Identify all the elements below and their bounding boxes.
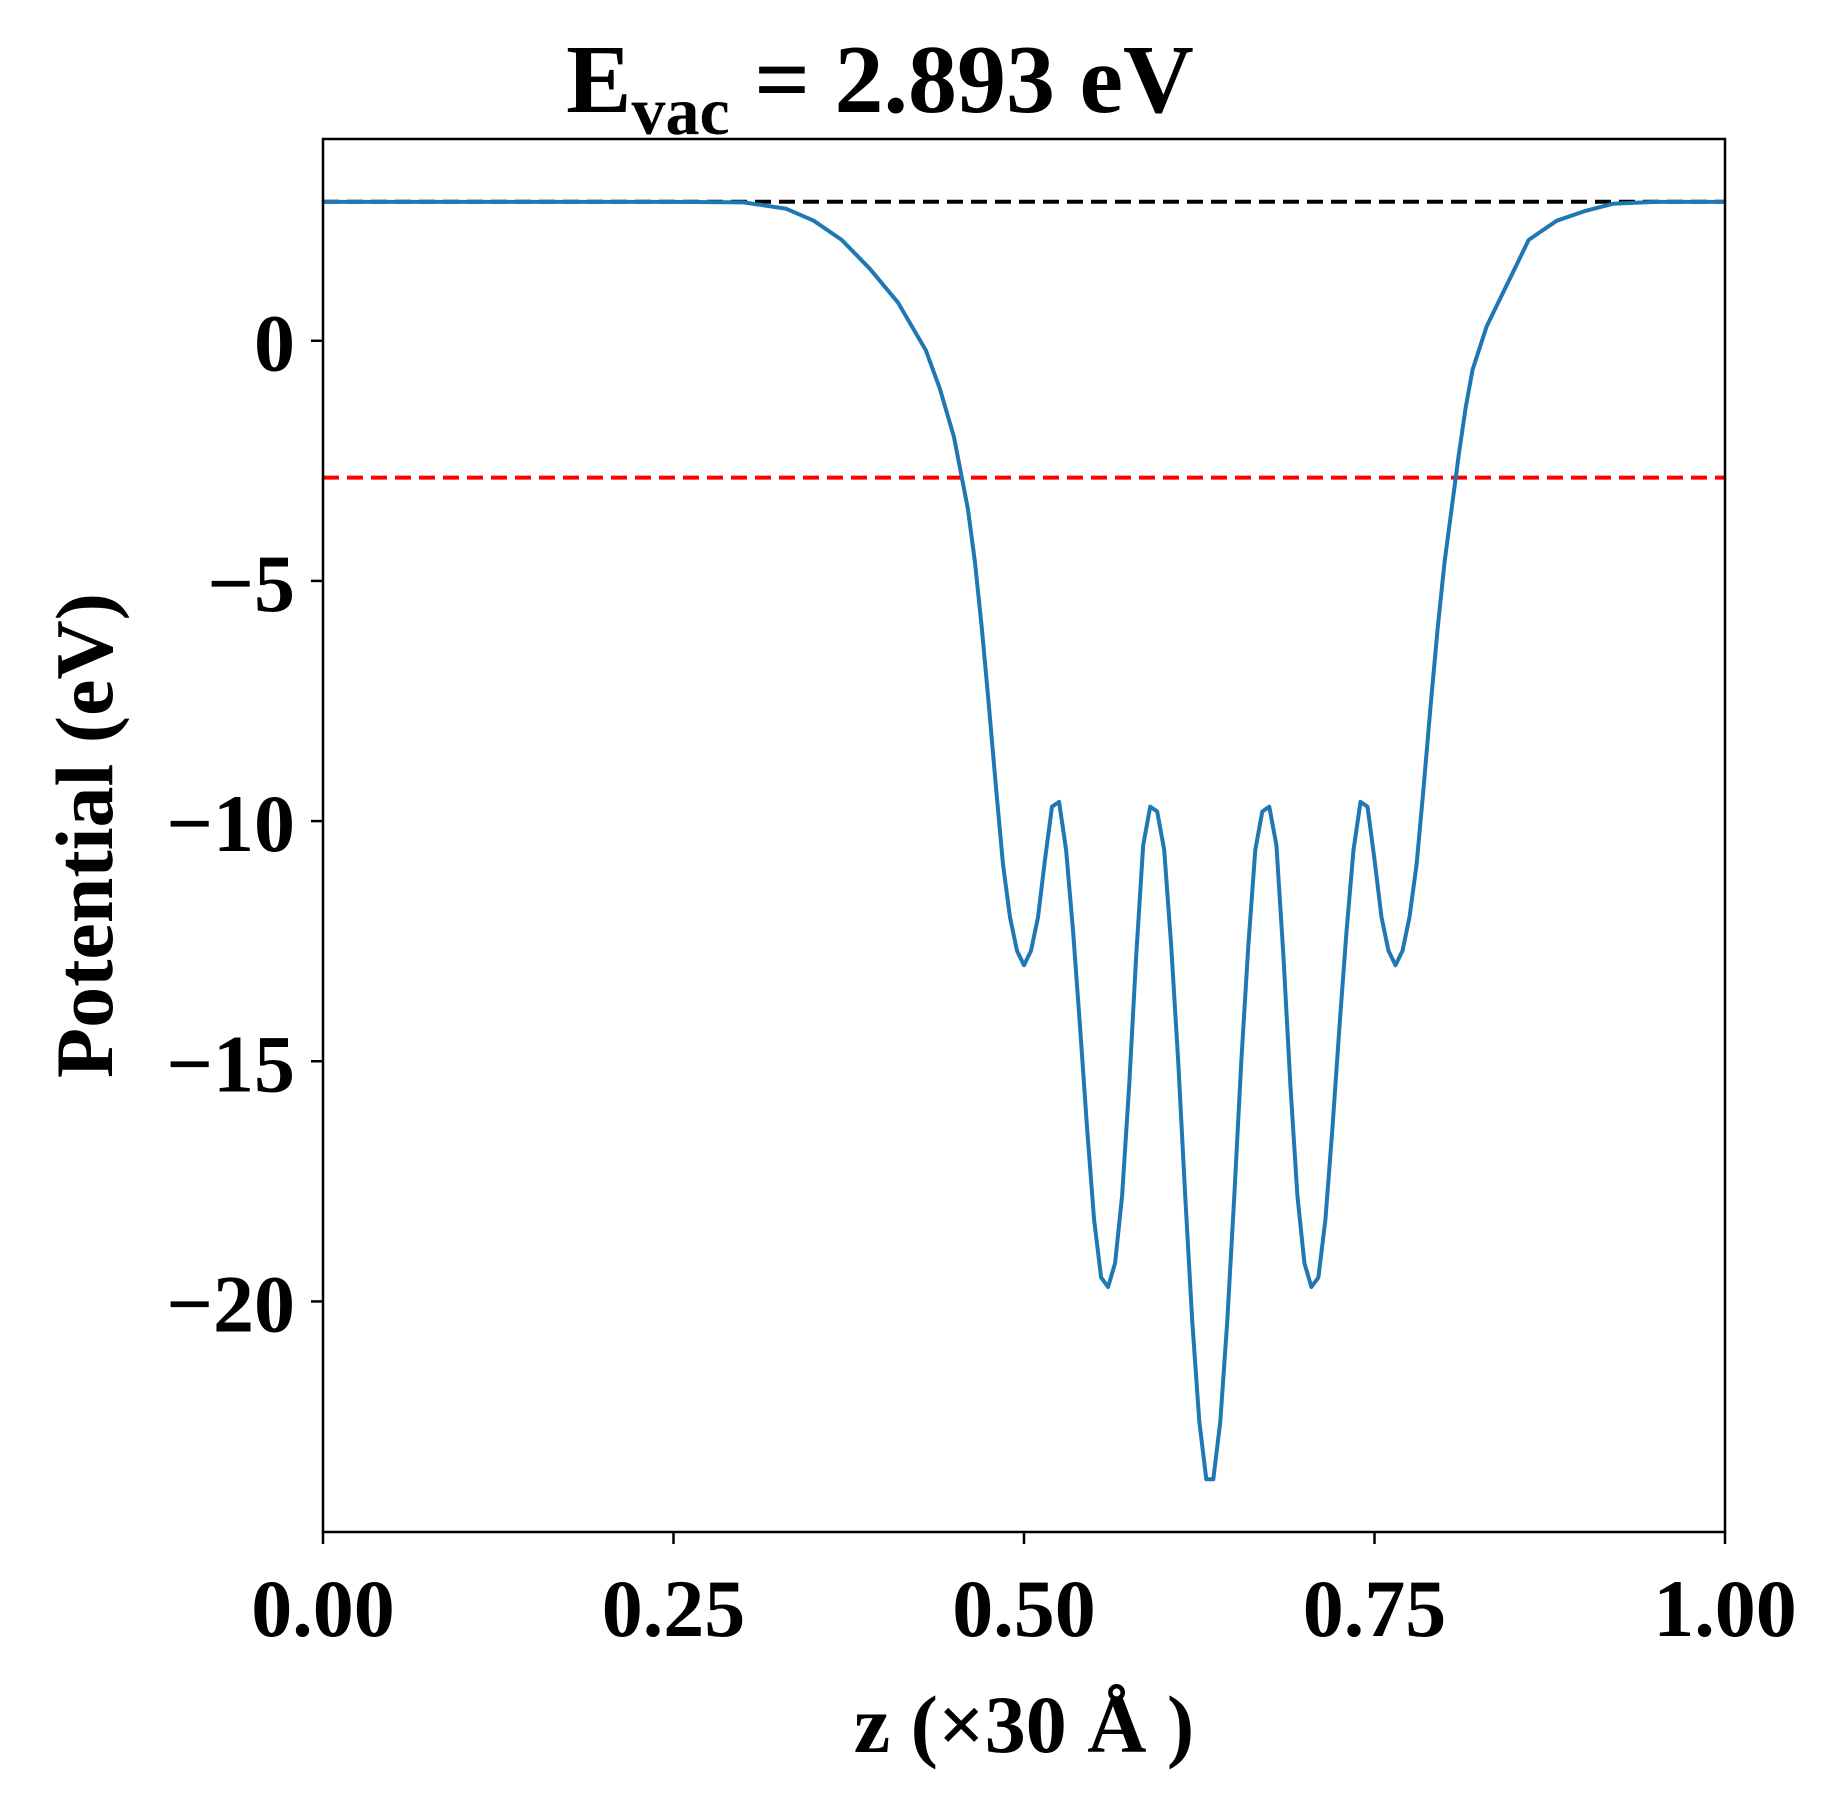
x-axis-label: z (×30 Å ) (854, 1679, 1194, 1770)
y-tick-label-3: −15 (166, 1018, 295, 1109)
title-subscript: vac (632, 73, 730, 149)
plot-frame (321, 137, 1727, 1534)
x-tick-label-1: 0.25 (602, 1563, 746, 1654)
x-tick-label-3: 0.75 (1303, 1563, 1447, 1654)
title-prefix: E (566, 26, 631, 134)
y-axis: 0 −5 −10 −15 −20 (166, 298, 323, 1349)
y-tick-label-1: −5 (207, 538, 295, 629)
series-line-0 (323, 199, 1725, 1482)
reference-lines (323, 199, 1725, 480)
x-tick-label-0: 0.00 (251, 1563, 395, 1654)
svg-text:Evac = 2.893 eV: Evac = 2.893 eV (566, 26, 1194, 149)
y-axis-label: Potential (eV) (39, 593, 130, 1078)
title-suffix: = 2.893 eV (730, 26, 1194, 134)
x-tick-label-2: 0.50 (952, 1563, 1096, 1654)
chart-title: Evac = 2.893 eV (566, 26, 1194, 149)
y-tick-label-2: −10 (166, 778, 295, 869)
series-layer (323, 199, 1725, 1482)
x-tick-label-4: 1.00 (1653, 1563, 1797, 1654)
y-tick-label-4: −20 (166, 1258, 295, 1349)
y-tick-label-0: 0 (254, 298, 295, 389)
x-axis: 0.00 0.25 0.50 0.75 1.00 (251, 1532, 1797, 1654)
